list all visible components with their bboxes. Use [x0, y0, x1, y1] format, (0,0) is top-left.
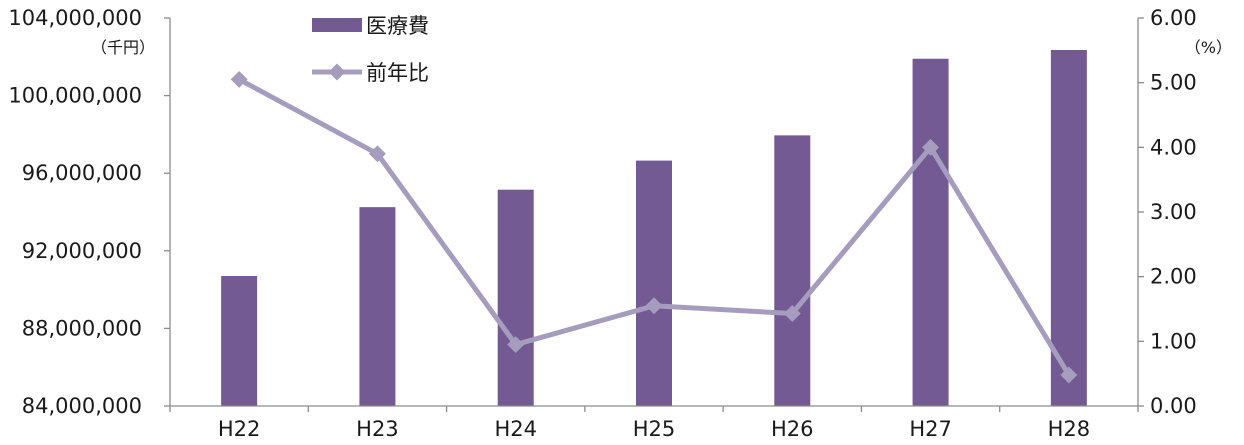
left-axis-tick-label: 84,000,000: [22, 394, 142, 418]
x-axis-tick-label: H25: [633, 417, 676, 441]
legend-bar-swatch: [312, 18, 362, 32]
right-axis-tick-label: 2.00: [1150, 265, 1197, 289]
bar-H22: [221, 276, 258, 406]
right-axis-tick-label: 1.00: [1150, 329, 1197, 353]
axes-group: [164, 17, 1144, 412]
legend-bar-label: 医療費: [366, 14, 429, 38]
left-axis-tick-label: 92,000,000: [22, 239, 142, 263]
x-axis-tick-label: H27: [909, 417, 952, 441]
legend-line-label: 前年比: [366, 61, 429, 85]
x-axis-tick-label: H28: [1048, 417, 1091, 441]
line-point-H25: [645, 297, 663, 315]
legend-line-marker: [328, 63, 346, 81]
bar-series-group: [221, 50, 1087, 407]
bar-H27: [912, 58, 949, 407]
x-axis-tick-label: H23: [356, 417, 399, 441]
line-point-H26: [783, 305, 801, 323]
right-axis-tick-labels: 0.00 1.00 2.00 3.00 4.00 5.00 6.00: [1150, 6, 1197, 418]
right-axis-tick-label: 4.00: [1150, 135, 1197, 159]
bar-H23: [359, 207, 396, 406]
bar-H25: [636, 160, 672, 406]
x-axis-tick-label: H22: [218, 417, 261, 441]
left-axis-tick-label: 100,000,000: [8, 84, 142, 108]
left-axis-unit: （千円）: [91, 38, 155, 57]
legend: 医療費 前年比: [312, 14, 429, 85]
left-axis-tick-label: 96,000,000: [22, 161, 142, 185]
x-axis-tick-labels: H22 H23 H24 H25 H26 H27 H28: [218, 417, 1090, 441]
x-axis-tick-label: H24: [494, 417, 537, 441]
right-axis-tick-label: 3.00: [1150, 200, 1197, 224]
left-axis-tick-label: 104,000,000: [8, 6, 142, 30]
bar-H28: [1050, 50, 1087, 406]
bar-H24: [497, 189, 534, 406]
right-axis-tick-label: 0.00: [1150, 394, 1197, 418]
left-axis-tick-label: 88,000,000: [22, 316, 142, 340]
right-axis-unit: （%）: [1185, 38, 1232, 57]
bar-H26: [774, 135, 811, 406]
x-axis-tick-label: H26: [771, 417, 814, 441]
left-axis-tick-labels: 84,000,000 88,000,000 92,000,000 96,000,000…: [8, 6, 142, 418]
line-point-H22: [230, 70, 248, 88]
line-point-H23: [368, 145, 386, 163]
line-point-H27: [922, 138, 940, 156]
right-axis-tick-label: 5.00: [1150, 71, 1197, 95]
line-point-H24: [507, 336, 525, 354]
right-axis-tick-label: 6.00: [1150, 6, 1197, 30]
